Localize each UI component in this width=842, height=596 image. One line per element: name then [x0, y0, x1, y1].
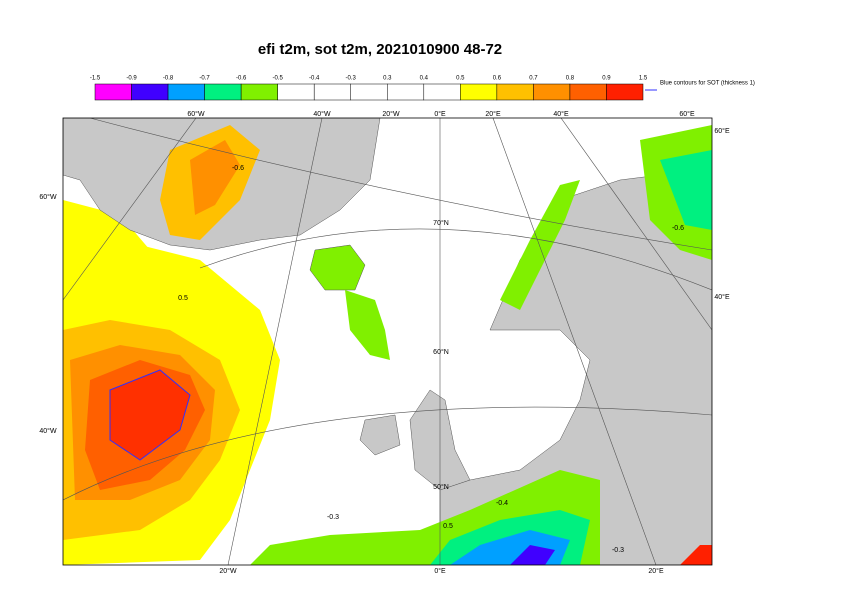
colorbar-segment — [350, 83, 388, 101]
colorbar-segment — [460, 83, 498, 101]
latitude-label: 70°N — [433, 219, 449, 227]
colorbar-label: -0.7 — [199, 76, 210, 82]
contour-label: -0.6 — [672, 225, 684, 232]
colorbar-label: -0.5 — [272, 76, 283, 82]
top-label: 60°W — [187, 110, 205, 118]
top-label: 0°E — [434, 110, 446, 118]
colorbar-label: 0.8 — [566, 76, 575, 82]
colorbar-segment — [277, 83, 315, 101]
colorbar-label: -1.5 — [90, 76, 101, 82]
colorbar-segment — [423, 83, 461, 101]
colorbar-segment — [496, 83, 534, 101]
colorbar-label: -0.4 — [309, 76, 320, 82]
colorbar-label: -0.6 — [236, 76, 247, 82]
colorbar-segment — [313, 83, 351, 101]
top-label: 40°W — [313, 110, 331, 118]
colorbar-label: 0.4 — [420, 76, 429, 82]
map-area — [63, 118, 712, 565]
colorbar-label: 0.9 — [602, 76, 611, 82]
colorbar-segment — [131, 83, 169, 101]
latitude-label: 50°N — [433, 483, 449, 491]
colorbar-segment — [533, 83, 571, 101]
right-label: 40°E — [714, 293, 730, 301]
colorbar-label: 0.3 — [383, 76, 392, 82]
contour-label: 0.5 — [178, 295, 188, 302]
contour-label: -0.3 — [612, 547, 624, 554]
top-label: 20°E — [485, 110, 501, 118]
left-label: 40°W — [39, 427, 57, 435]
bottom-label: 20°W — [219, 567, 237, 575]
top-label: 40°E — [553, 110, 569, 118]
colorbar-segment — [167, 83, 205, 101]
left-label: 60°W — [39, 193, 57, 201]
colorbar-label: 0.7 — [529, 76, 538, 82]
contour-label: -0.6 — [232, 165, 244, 172]
colorbar-label: -0.3 — [346, 76, 357, 82]
top-label: 60°E — [679, 110, 695, 118]
bottom-label: 0°E — [434, 567, 446, 575]
colorbar-segment — [94, 83, 132, 101]
contour-label: -0.4 — [496, 500, 508, 507]
colorbar-segment — [240, 83, 278, 101]
colorbar-segment — [606, 83, 644, 101]
map-frame — [62, 117, 713, 566]
title: efi t2m, sot t2m, 2021010900 48-72 — [258, 41, 502, 58]
colorbar-label: 1.5 — [639, 76, 648, 82]
colorbar-segment — [569, 83, 607, 101]
bottom-label: 20°E — [648, 567, 664, 575]
legend-text: Blue contours for SOT (thickness 1) — [660, 81, 755, 87]
colorbar-label: -0.9 — [126, 76, 137, 82]
colorbar-label: -0.8 — [163, 76, 174, 82]
top-label: 20°W — [382, 110, 400, 118]
colorbar-segment — [204, 83, 242, 101]
colorbar-segment — [387, 83, 425, 101]
contour-label: -0.3 — [327, 514, 339, 521]
latitude-label: 60°N — [433, 348, 449, 356]
colorbar-label: 0.6 — [493, 76, 502, 82]
colorbar-label: 0.5 — [456, 76, 465, 82]
contour-label: 0.5 — [443, 523, 453, 530]
right-label: 60°E — [714, 127, 730, 135]
